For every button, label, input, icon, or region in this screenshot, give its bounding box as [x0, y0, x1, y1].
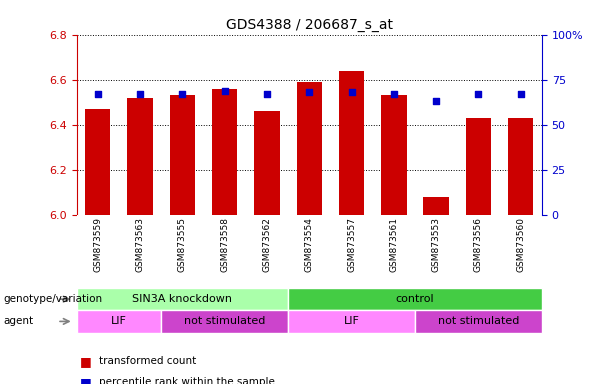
Bar — [508, 118, 534, 215]
Bar — [415, 310, 542, 333]
Text: not stimulated: not stimulated — [184, 316, 265, 326]
Text: ■: ■ — [80, 376, 91, 384]
Point — [347, 89, 356, 95]
Bar — [77, 310, 161, 333]
Bar — [296, 82, 322, 215]
Point — [262, 91, 272, 97]
Text: ■: ■ — [80, 355, 91, 368]
Bar — [339, 71, 364, 215]
Point — [431, 98, 441, 104]
Bar — [466, 118, 491, 215]
Text: not stimulated: not stimulated — [438, 316, 519, 326]
Point — [220, 88, 229, 94]
Point — [178, 91, 187, 97]
Point — [474, 91, 483, 97]
Text: GSM873560: GSM873560 — [516, 217, 525, 272]
Point — [93, 91, 102, 97]
Text: GSM873557: GSM873557 — [347, 217, 356, 272]
Bar — [85, 109, 110, 215]
Text: genotype/variation: genotype/variation — [3, 294, 102, 304]
Bar — [423, 197, 449, 215]
Text: percentile rank within the sample: percentile rank within the sample — [99, 377, 275, 384]
Bar — [212, 89, 237, 215]
Text: SIN3A knockdown: SIN3A knockdown — [133, 294, 232, 304]
Point — [305, 89, 314, 95]
Bar — [77, 288, 288, 310]
Text: agent: agent — [3, 316, 33, 326]
Point — [516, 91, 525, 97]
Text: GSM873559: GSM873559 — [93, 217, 102, 272]
Point — [135, 91, 145, 97]
Title: GDS4388 / 206687_s_at: GDS4388 / 206687_s_at — [226, 18, 393, 32]
Text: LIF: LIF — [343, 316, 359, 326]
Bar — [288, 310, 415, 333]
Text: GSM873554: GSM873554 — [305, 217, 314, 272]
Bar — [254, 111, 280, 215]
Bar — [381, 96, 406, 215]
Text: control: control — [396, 294, 434, 304]
Text: GSM873556: GSM873556 — [474, 217, 483, 272]
Point — [389, 91, 399, 97]
Bar — [161, 310, 288, 333]
Text: LIF: LIF — [111, 316, 127, 326]
Text: GSM873558: GSM873558 — [220, 217, 229, 272]
Text: GSM873562: GSM873562 — [263, 217, 272, 272]
Bar — [170, 96, 195, 215]
Text: GSM873555: GSM873555 — [178, 217, 187, 272]
Bar — [127, 98, 153, 215]
Text: GSM873561: GSM873561 — [389, 217, 398, 272]
Text: transformed count: transformed count — [99, 356, 196, 366]
Text: GSM873553: GSM873553 — [432, 217, 441, 272]
Text: GSM873563: GSM873563 — [135, 217, 144, 272]
Bar — [288, 288, 542, 310]
